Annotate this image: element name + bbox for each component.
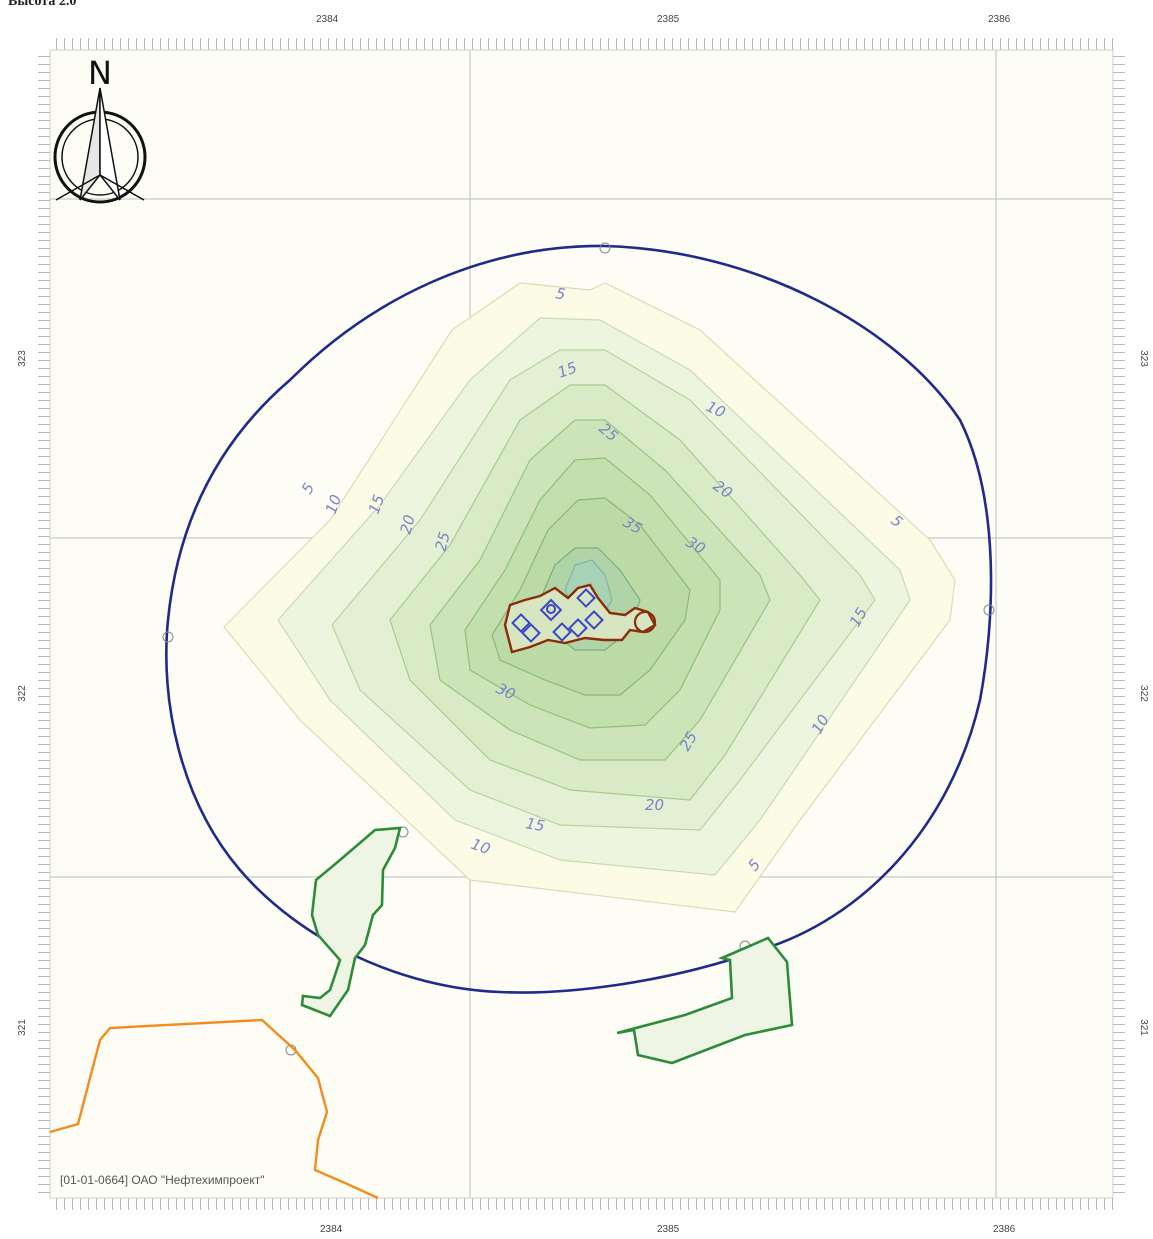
label-5-top: 5	[554, 284, 567, 303]
label-15-bottom: 15	[524, 814, 546, 835]
top-ruler	[50, 38, 1113, 50]
map-title: Высота 2.0	[8, 0, 77, 9]
label-15-left: 15	[365, 492, 388, 516]
site-reservoir	[633, 610, 657, 634]
right-ruler	[1113, 50, 1125, 1198]
industrial-site-outline	[503, 583, 657, 654]
x-tick-top-3: 2386	[988, 14, 1011, 25]
orange-boundary-line	[49, 1018, 379, 1200]
x-tick-bottom-1: 2384	[320, 1224, 343, 1235]
label-20-left: 20	[396, 513, 418, 536]
bottom-ruler	[50, 1198, 1113, 1210]
x-tick-bottom-3: 2386	[993, 1224, 1016, 1235]
north-label: N	[88, 54, 112, 92]
north-arrow-icon: N	[53, 54, 147, 204]
protection-zone-boundary	[165, 244, 993, 994]
x-tick-top-2: 2385	[657, 14, 680, 25]
emission-sources	[511, 588, 604, 643]
x-tick-top-1: 2384	[316, 14, 339, 25]
x-tick-bottom-2: 2385	[657, 1224, 680, 1235]
label-25-left: 25	[431, 530, 453, 553]
label-15-top: 15	[555, 358, 579, 381]
label-10-bottom: 10	[469, 835, 493, 858]
label-10-left: 10	[322, 492, 345, 516]
green-zone-right	[616, 936, 794, 1065]
label-20-bottom: 20	[645, 796, 664, 814]
green-zone-left	[300, 826, 402, 1018]
left-ruler	[38, 50, 50, 1198]
copyright-note: [01-01-0664] ОАО "Нефтехимпроект"	[60, 1173, 265, 1187]
